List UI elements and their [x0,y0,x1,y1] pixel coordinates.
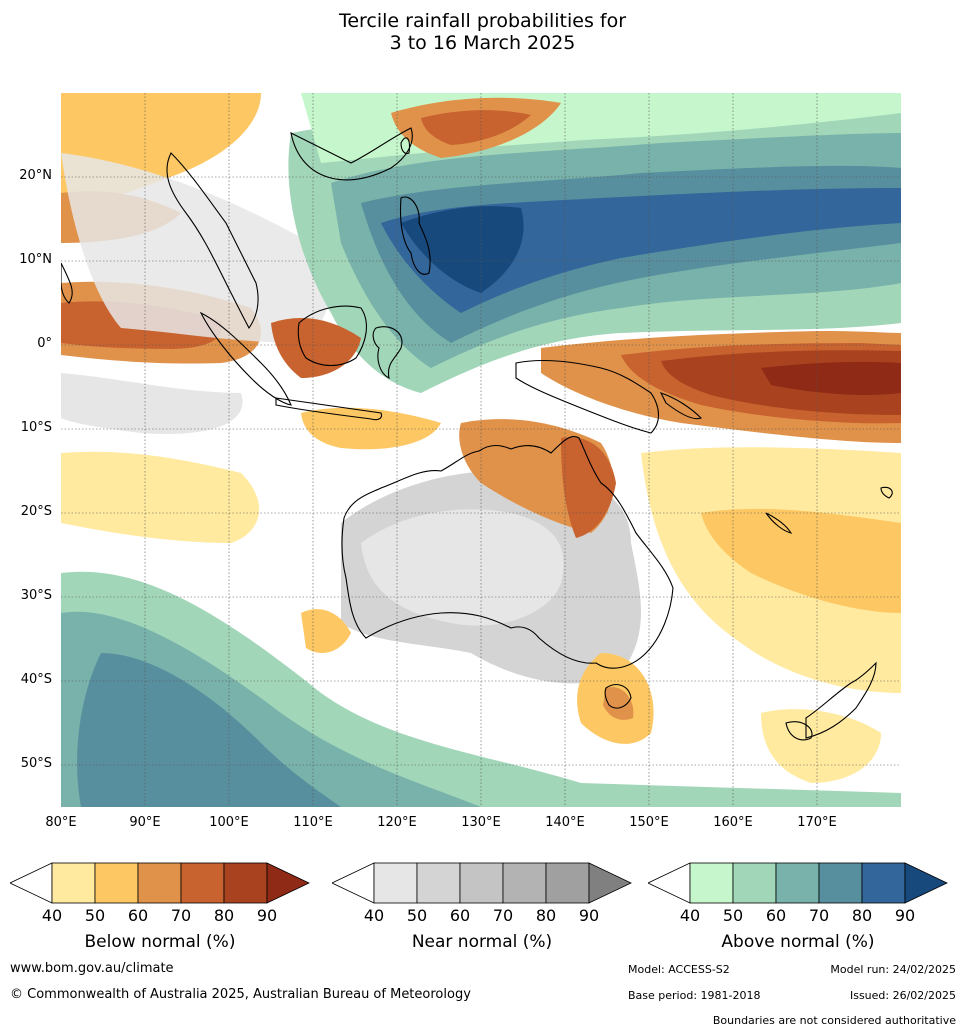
near-colorbar-segment-3 [459,862,504,904]
below-tick-90: 90 [256,906,278,925]
below-tick-40: 40 [41,906,63,925]
above-colorbar-segment-4 [818,862,863,904]
title-line-2: 3 to 16 March 2025 [389,32,576,54]
graticule [61,93,901,807]
below-colorbar-segment-5 [223,862,268,904]
below-colorbar-segment-1 [51,862,96,904]
below-tick-70: 70 [170,906,192,925]
sulawesi-coast [372,326,403,379]
below-tick-50: 50 [84,906,106,925]
new-zealand-coast [805,661,877,739]
below-colorbar-svg [10,862,310,904]
near-colorbar-segment-0 [332,862,375,904]
near-colorbar-segment-6 [588,862,632,904]
below-colorbar-segment-4 [180,862,225,904]
above-tick-40: 40 [679,906,701,925]
near-tick-90: 90 [578,906,600,925]
near-tick-40: 40 [363,906,385,925]
bom-url: www.bom.gov.au/climate [10,961,174,976]
near-tick-80: 80 [535,906,557,925]
tasmania-coast [604,684,632,709]
below-colorbar-segment-6 [266,862,310,904]
lon-label-110e: 110°E [293,815,333,830]
below-tick-60: 60 [127,906,149,925]
above-colorbar-svg [648,862,948,904]
lon-label-80e: 80°E [45,815,77,830]
lon-label-100e: 100°E [209,815,249,830]
above-colorbar-segment-5 [861,862,906,904]
above-tick-70: 70 [808,906,830,925]
lon-label-140e: 140°E [545,815,585,830]
coastlines [61,127,893,741]
lon-label-130e: 130°E [461,815,501,830]
base-period: Base period: 1981-2018 [628,989,761,1002]
above-colorbar-segment-0 [648,862,691,904]
lon-label-170e: 170°E [797,815,837,830]
model-run: Model run: 24/02/2025 [830,963,956,976]
below-colorbar-segment-3 [137,862,182,904]
near-colorbar-svg [332,862,632,904]
above-tick-80: 80 [851,906,873,925]
model-name: Model: ACCESS-S2 [628,963,730,976]
lon-label-160e: 160°E [713,815,753,830]
rainfall-probability-map [61,93,901,807]
lat-label-10s: 10°S [20,420,52,435]
above-tick-90: 90 [894,906,916,925]
above-colorbar-segment-6 [904,862,948,904]
lat-label-10n: 10°N [19,252,52,267]
below-tick-80: 80 [213,906,235,925]
map-title: Tercile rainfall probabilities for 3 to … [0,10,965,54]
near-colorbar-segment-5 [545,862,590,904]
lat-label-20s: 20°S [20,504,52,519]
lon-label-120e: 120°E [377,815,417,830]
issued-date: Issued: 26/02/2025 [849,989,956,1002]
lat-label-30s: 30°S [20,588,52,603]
title-line-1: Tercile rainfall probabilities for [338,10,627,32]
philippines-coast [399,196,431,275]
near-normal-colorbar [332,862,632,904]
lat-label-0: 0° [37,336,52,351]
boundaries-disclaimer: Boundaries are not considered authoritat… [712,1014,956,1027]
lat-label-50s: 50°S [20,756,52,771]
below-normal-colorbar [10,862,310,904]
lon-label-90e: 90°E [129,815,161,830]
se-asia-coast [166,152,259,330]
above-normal-label: Above normal (%) [721,932,875,952]
above-tick-60: 60 [765,906,787,925]
above-colorbar-segment-1 [689,862,734,904]
near-tick-70: 70 [492,906,514,925]
above-colorbar-segment-2 [732,862,777,904]
new-guinea-coast [515,360,660,434]
sumatra-coast [199,311,292,406]
near-tick-50: 50 [406,906,428,925]
near-colorbar-segment-4 [502,862,547,904]
below-colorbar-segment-0 [10,862,53,904]
above-tick-50: 50 [722,906,744,925]
australia-coast [341,435,674,669]
borneo-coast [297,305,367,367]
lat-label-20n: 20°N [19,168,52,183]
lat-label-40s: 40°S [20,672,52,687]
below-normal-label: Below normal (%) [84,932,236,952]
near-tick-60: 60 [449,906,471,925]
copyright: © Commonwealth of Australia 2025, Austra… [10,987,471,1002]
lon-label-150e: 150°E [629,815,669,830]
near-colorbar-segment-2 [416,862,461,904]
near-normal-label: Near normal (%) [411,932,553,952]
above-colorbar-segment-3 [775,862,820,904]
below-colorbar-segment-2 [94,862,139,904]
near-colorbar-segment-1 [373,862,418,904]
new-caledonia-coast [765,512,793,534]
map-canvas [61,93,901,807]
java-coast [275,397,383,421]
above-normal-colorbar [648,862,948,904]
india-coast [61,262,73,304]
